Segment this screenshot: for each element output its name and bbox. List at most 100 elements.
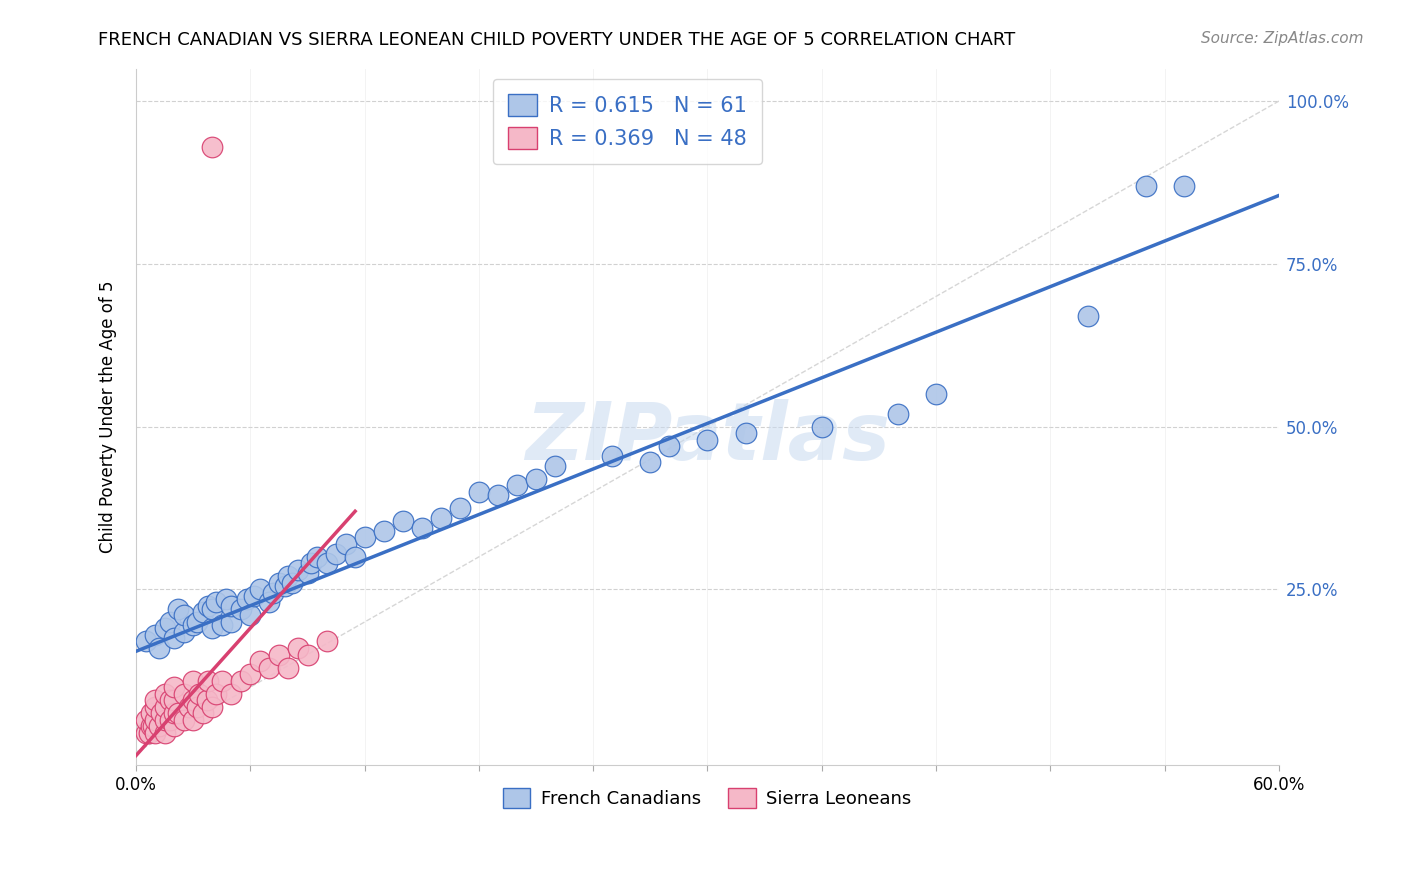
Point: [259, 595, 281, 609]
Point: [277, 660, 299, 674]
Point: [297, 566, 319, 581]
Point: [148, 640, 170, 655]
Point: [163, 706, 186, 720]
Point: [243, 589, 266, 603]
Point: [186, 699, 208, 714]
Point: [239, 608, 262, 623]
Point: [149, 706, 172, 720]
Point: [353, 530, 375, 544]
Point: [138, 725, 160, 739]
Point: [221, 687, 243, 701]
Point: [181, 618, 204, 632]
Point: [141, 706, 163, 720]
Point: [153, 622, 176, 636]
Point: [163, 632, 186, 646]
Point: [148, 719, 170, 733]
Point: [141, 719, 163, 733]
Point: [173, 713, 195, 727]
Point: [173, 608, 195, 623]
Point: [239, 667, 262, 681]
Point: [411, 520, 433, 534]
Point: [167, 602, 190, 616]
Point: [159, 693, 181, 707]
Point: [153, 699, 176, 714]
Point: [281, 575, 304, 590]
Point: [887, 407, 910, 421]
Point: [221, 599, 243, 613]
Point: [449, 501, 471, 516]
Point: [506, 478, 529, 492]
Point: [173, 624, 195, 639]
Point: [143, 699, 166, 714]
Point: [524, 472, 547, 486]
Point: [195, 693, 218, 707]
Point: [159, 713, 181, 727]
Point: [211, 618, 233, 632]
Point: [287, 563, 309, 577]
Point: [181, 693, 204, 707]
Point: [201, 622, 224, 636]
Point: [135, 713, 157, 727]
Point: [135, 725, 157, 739]
Point: [211, 673, 233, 688]
Point: [143, 628, 166, 642]
Point: [167, 706, 190, 720]
Point: [205, 595, 228, 609]
Point: [163, 719, 186, 733]
Point: [201, 602, 224, 616]
Point: [153, 713, 176, 727]
Point: [734, 426, 756, 441]
Point: [430, 510, 453, 524]
Point: [229, 673, 252, 688]
Point: [135, 634, 157, 648]
Point: [486, 488, 509, 502]
Point: [1173, 178, 1195, 193]
Point: [391, 514, 413, 528]
Point: [640, 455, 662, 469]
Point: [201, 139, 224, 153]
Point: [267, 648, 290, 662]
Point: [179, 699, 201, 714]
Point: [181, 673, 204, 688]
Point: [143, 693, 166, 707]
Point: [373, 524, 395, 538]
Point: [810, 419, 832, 434]
Point: [287, 640, 309, 655]
Y-axis label: Child Poverty Under the Age of 5: Child Poverty Under the Age of 5: [100, 281, 117, 553]
Point: [277, 569, 299, 583]
Point: [468, 484, 491, 499]
Point: [153, 687, 176, 701]
Point: [186, 615, 208, 629]
Legend: French Canadians, Sierra Leoneans: French Canadians, Sierra Leoneans: [496, 781, 920, 815]
Point: [235, 592, 257, 607]
Point: [344, 549, 367, 564]
Point: [600, 449, 623, 463]
Point: [1135, 178, 1157, 193]
Text: Source: ZipAtlas.com: Source: ZipAtlas.com: [1201, 31, 1364, 46]
Point: [925, 387, 948, 401]
Point: [191, 706, 214, 720]
Point: [142, 719, 165, 733]
Point: [249, 654, 271, 668]
Point: [159, 615, 181, 629]
Point: [299, 557, 322, 571]
Point: [153, 725, 176, 739]
Point: [191, 605, 214, 619]
Text: FRENCH CANADIAN VS SIERRA LEONEAN CHILD POVERTY UNDER THE AGE OF 5 CORRELATION C: FRENCH CANADIAN VS SIERRA LEONEAN CHILD …: [98, 31, 1015, 49]
Point: [173, 687, 195, 701]
Point: [221, 615, 243, 629]
Point: [197, 673, 219, 688]
Point: [163, 680, 186, 694]
Point: [214, 592, 236, 607]
Point: [544, 458, 567, 473]
Point: [143, 713, 166, 727]
Point: [201, 699, 224, 714]
Point: [163, 693, 186, 707]
Point: [229, 602, 252, 616]
Point: [696, 433, 718, 447]
Point: [315, 634, 337, 648]
Point: [325, 547, 347, 561]
Point: [205, 687, 228, 701]
Point: [262, 585, 284, 599]
Point: [273, 579, 295, 593]
